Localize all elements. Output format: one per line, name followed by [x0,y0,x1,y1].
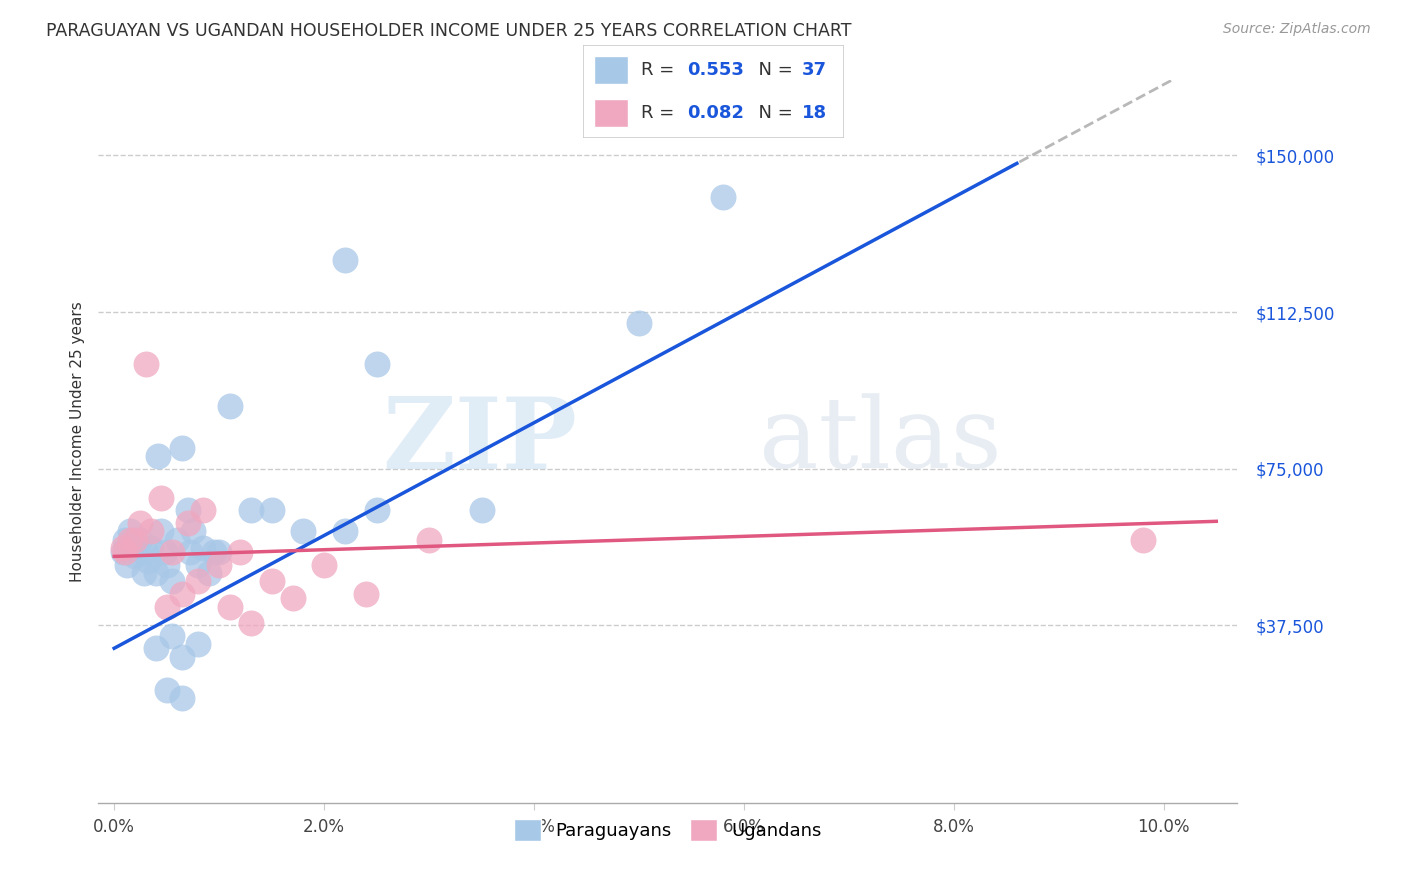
Point [187,637,209,651]
Legend: Paraguayans, Ugandans: Paraguayans, Ugandans [506,812,830,848]
Text: R =: R = [641,104,679,122]
Point [229,545,252,559]
Text: atlas: atlas [759,393,1001,490]
Point [260,574,283,589]
Point [166,533,188,547]
Point [470,503,492,517]
Point [111,545,134,559]
Point [176,503,198,517]
FancyBboxPatch shape [583,45,844,138]
Point [145,566,167,580]
Point [418,533,440,547]
Point [172,441,194,455]
Point [187,574,209,589]
Point [193,541,215,555]
Point [148,449,170,463]
Text: N =: N = [748,104,799,122]
Point [179,545,201,559]
Point [187,558,209,572]
Point [160,545,183,559]
Point [136,553,159,567]
Point [193,503,215,517]
Point [260,503,283,517]
Text: PARAGUAYAN VS UGANDAN HOUSEHOLDER INCOME UNDER 25 YEARS CORRELATION CHART: PARAGUAYAN VS UGANDAN HOUSEHOLDER INCOME… [46,22,852,40]
Point [156,683,179,698]
Point [145,641,167,656]
Point [129,516,152,530]
Point [711,190,734,204]
Point [122,541,145,555]
Point [124,533,146,547]
Point [127,537,149,551]
Point [314,558,336,572]
Point [160,574,183,589]
Point [172,691,194,706]
Point [160,629,183,643]
Point [239,503,262,517]
Point [118,533,141,547]
Point [124,549,146,564]
Point [156,599,179,614]
Text: ZIP: ZIP [382,393,576,490]
Point [115,558,138,572]
Point [208,545,231,559]
Point [139,541,162,555]
Point [627,316,650,330]
Point [132,566,155,580]
Point [150,491,173,505]
Point [135,357,157,371]
Point [172,649,194,664]
Text: N =: N = [748,61,799,78]
Y-axis label: Householder Income Under 25 years: Householder Income Under 25 years [69,301,84,582]
Point [333,524,356,539]
Point [354,587,377,601]
Point [1132,533,1154,547]
Point [366,503,388,517]
Text: 18: 18 [801,104,827,122]
Point [292,524,315,539]
Point [156,558,179,572]
Point [176,516,198,530]
Point [281,591,304,606]
Point [129,533,152,547]
Point [135,545,157,559]
FancyBboxPatch shape [593,56,627,84]
Text: R =: R = [641,61,679,78]
Point [202,545,225,559]
Point [111,541,134,555]
Point [114,545,136,559]
Point [118,524,141,539]
Point [218,399,240,413]
Point [114,533,136,547]
Point [208,558,231,572]
Point [181,524,204,539]
Point [153,545,176,559]
Text: 37: 37 [801,61,827,78]
Point [197,566,219,580]
FancyBboxPatch shape [593,99,627,127]
Text: 0.553: 0.553 [688,61,744,78]
Point [172,587,194,601]
Text: Source: ZipAtlas.com: Source: ZipAtlas.com [1223,22,1371,37]
Point [333,252,356,267]
Text: 0.082: 0.082 [688,104,745,122]
Point [366,357,388,371]
Point [139,524,162,539]
Point [239,616,262,631]
Point [150,524,173,539]
Point [218,599,240,614]
